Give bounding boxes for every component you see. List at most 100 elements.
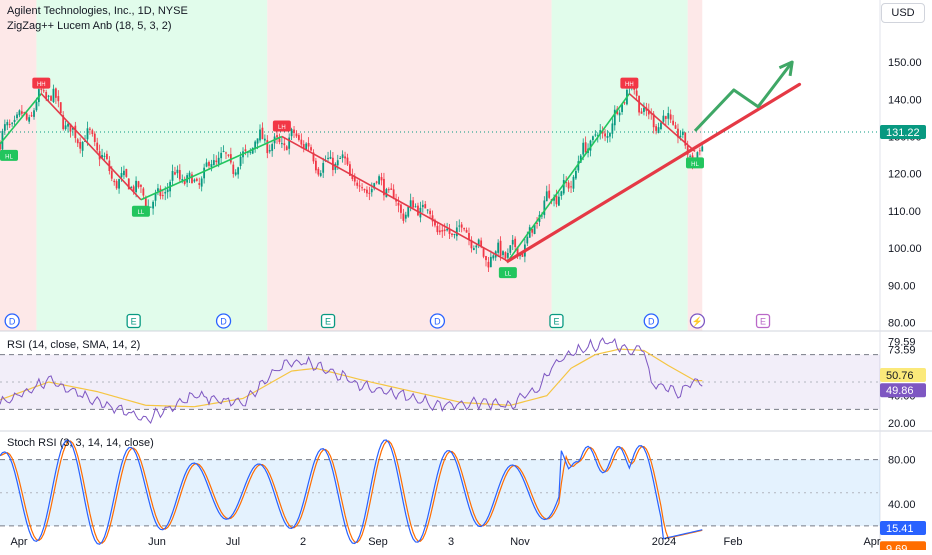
pivot-label-lh: LH [272,120,291,132]
candle-body [113,180,116,183]
candle-body [210,164,213,168]
candle-body [463,228,466,230]
candle-body [596,135,599,137]
candle-body [560,191,563,197]
time-tick-label: Apr [863,536,880,548]
zone-layer [0,0,703,331]
candle-body [667,113,670,119]
candle-body [35,101,38,111]
candle-body [584,142,587,153]
zigzag-segment [40,93,142,201]
candle-body [497,242,500,253]
candle-body [237,167,240,175]
rsi-ma-tag-text: 50.76 [886,370,914,382]
candle-body [62,115,65,130]
candle-body [42,90,45,92]
candle-body [579,155,582,163]
candle-body [302,144,305,149]
indicator-label: ZigZag++ Lucem Anb (18, 5, 3, 2) [7,20,172,32]
candle-body [606,135,609,138]
candle-body [6,122,9,126]
candle-body [336,160,339,166]
candle-body [166,189,169,193]
candle-body [638,95,640,113]
candle-body [555,195,558,205]
candle-body [696,152,699,158]
candle-body [159,188,162,197]
time-tick-label: Sep [368,536,388,548]
stoch-d-tag: 9.69 [880,541,926,555]
candle-body [47,95,50,97]
event-marker-4: D [429,313,446,329]
candle-body [565,182,568,184]
candle-body [572,176,575,189]
candle-body [383,178,385,196]
candle-body [351,175,354,180]
currency-button[interactable]: USD [881,3,925,23]
candle-body [263,138,266,141]
pivot-label-text: LL [505,272,512,278]
candle-body [460,224,463,228]
stoch-tick-label: 40.00 [888,499,916,511]
candle-body [256,138,259,144]
candle-body [589,140,592,151]
candle-body [135,180,137,193]
candle-body [609,133,611,137]
candle-body [475,245,478,248]
candle-body [89,128,91,130]
last-price-tag: 131.22 [880,124,926,139]
candle-body [426,209,429,211]
candle-body [3,124,6,131]
time-tick-label: 2024 [652,536,676,548]
candle-body [681,131,684,135]
candle-body [278,138,281,143]
candle-body [421,204,424,208]
candle-body [672,120,675,125]
candle-body [327,157,329,159]
candle-body [69,123,72,132]
candle-body [188,172,191,177]
candle-body [300,139,303,145]
pivot-label-box [0,149,18,161]
time-tick-label: Feb [724,536,743,548]
candle-body [0,142,1,150]
event-marker-1: E [126,313,141,329]
trend-zone-1 [36,0,268,331]
pivot-label-text: HL [691,162,699,168]
candle-body [176,169,179,174]
stoch-k-tag: 15.41 [880,520,926,535]
candle-body [125,168,128,177]
candle-body [91,130,94,134]
candle-body [215,160,218,163]
candle-body [118,179,120,189]
candle-body [191,174,193,184]
candle-body [621,104,623,113]
pivot-label-text: HL [5,154,13,160]
candle-body [438,230,441,233]
candle-body [137,181,140,188]
candle-body [468,233,470,240]
candle-body [152,201,154,209]
candle-body [293,129,295,133]
pivot-label-text: HH [37,82,46,88]
stoch-tick-label: 80.00 [888,455,916,467]
event-marker-5: E [549,313,564,329]
candle-body [358,185,361,187]
candle-body [448,229,451,234]
candle-body [400,204,402,213]
trend-zone-0 [0,0,37,331]
candle-body [375,181,378,183]
event-layer: D E D E D E D ⚡ E [4,313,771,329]
pivot-label-text: HH [625,82,634,88]
candle-body [373,183,376,189]
candle-body [18,110,21,116]
axis-layer: 80.0090.00100.00110.00120.00130.00140.00… [10,57,926,555]
candle-body [130,187,133,189]
event-marker-text: D [220,317,227,327]
candle-body [431,215,434,222]
pivot-label-box [498,267,517,279]
candle-body [689,155,692,157]
candle-body [322,162,325,173]
